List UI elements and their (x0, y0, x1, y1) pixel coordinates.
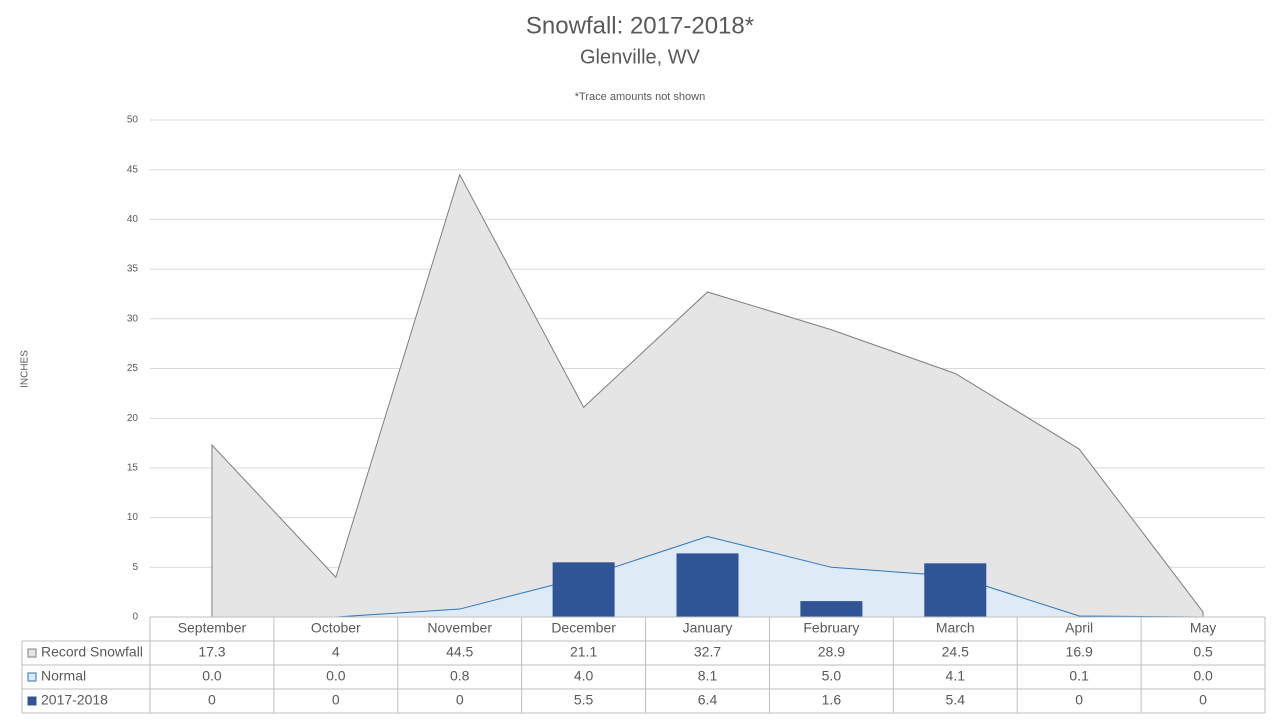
bar (676, 553, 739, 617)
x-tick-label: May (1190, 620, 1216, 636)
y-tick-label: 45 (127, 164, 139, 175)
table-cell: 16.9 (1066, 644, 1093, 660)
table-cell: 1.6 (822, 692, 842, 708)
table-cell: 8.1 (698, 668, 718, 684)
x-tick-label: October (311, 620, 361, 636)
annotation: *Trace amounts not shown (575, 91, 705, 103)
chart-subtitle: Glenville, WV (580, 46, 701, 68)
chart-title: Snowfall: 2017-2018* (526, 12, 754, 39)
x-tick-label: September (178, 620, 247, 636)
table-cell: 0.0 (202, 668, 222, 684)
table-cell: 5.4 (946, 692, 966, 708)
legend-key (27, 672, 37, 682)
y-tick-label: 15 (127, 463, 139, 474)
table-cell: 24.5 (942, 644, 969, 660)
y-tick-label: 25 (127, 363, 139, 374)
table-cell: 4 (332, 644, 340, 660)
y-axis-label: INCHES (20, 350, 31, 388)
y-tick-label: 5 (132, 562, 138, 573)
table-cell: 5.5 (574, 692, 594, 708)
x-tick-label: November (427, 620, 492, 636)
table-cell: 0 (456, 692, 464, 708)
area (211, 173, 1204, 618)
bar (552, 562, 615, 617)
table-cell: 0.1 (1069, 668, 1089, 684)
table-cell: 21.1 (570, 644, 597, 660)
table-cell: 0.5 (1193, 644, 1213, 660)
y-tick-label: 50 (127, 115, 139, 126)
table-cell: 0 (208, 692, 216, 708)
table-cell: 4.0 (574, 668, 594, 684)
bar (924, 563, 987, 617)
table-cell: 0 (332, 692, 340, 708)
x-tick-label: January (683, 620, 733, 636)
table-cell: 5.0 (822, 668, 842, 684)
y-tick-label: 10 (127, 512, 139, 523)
x-tick-label: February (803, 620, 859, 636)
table-cell: 6.4 (698, 692, 718, 708)
x-tick-label: April (1065, 620, 1093, 636)
legend-label: 2017-2018 (41, 692, 108, 708)
y-tick-label: 0 (132, 612, 138, 623)
legend-key (27, 648, 37, 658)
legend-label: Record Snowfall (41, 644, 143, 660)
table-cell: 0.0 (1193, 668, 1213, 684)
table-cell: 28.9 (818, 644, 845, 660)
bar (800, 601, 863, 617)
table-cell: 32.7 (694, 644, 721, 660)
y-tick-label: 40 (127, 214, 139, 225)
y-tick-label: 20 (127, 413, 139, 424)
table-cell: 44.5 (446, 644, 473, 660)
legend-key (27, 696, 37, 706)
table-cell: 0.0 (326, 668, 346, 684)
table-cell: 17.3 (198, 644, 225, 660)
table-cell: 0.8 (450, 668, 470, 684)
y-tick-label: 35 (127, 264, 139, 275)
table-cell: 4.1 (946, 668, 966, 684)
table-cell: 0 (1199, 692, 1207, 708)
y-tick-label: 30 (127, 313, 139, 324)
x-tick-label: December (551, 620, 616, 636)
legend-label: Normal (41, 668, 86, 684)
table-cell: 0 (1075, 692, 1083, 708)
x-tick-label: March (936, 620, 975, 636)
